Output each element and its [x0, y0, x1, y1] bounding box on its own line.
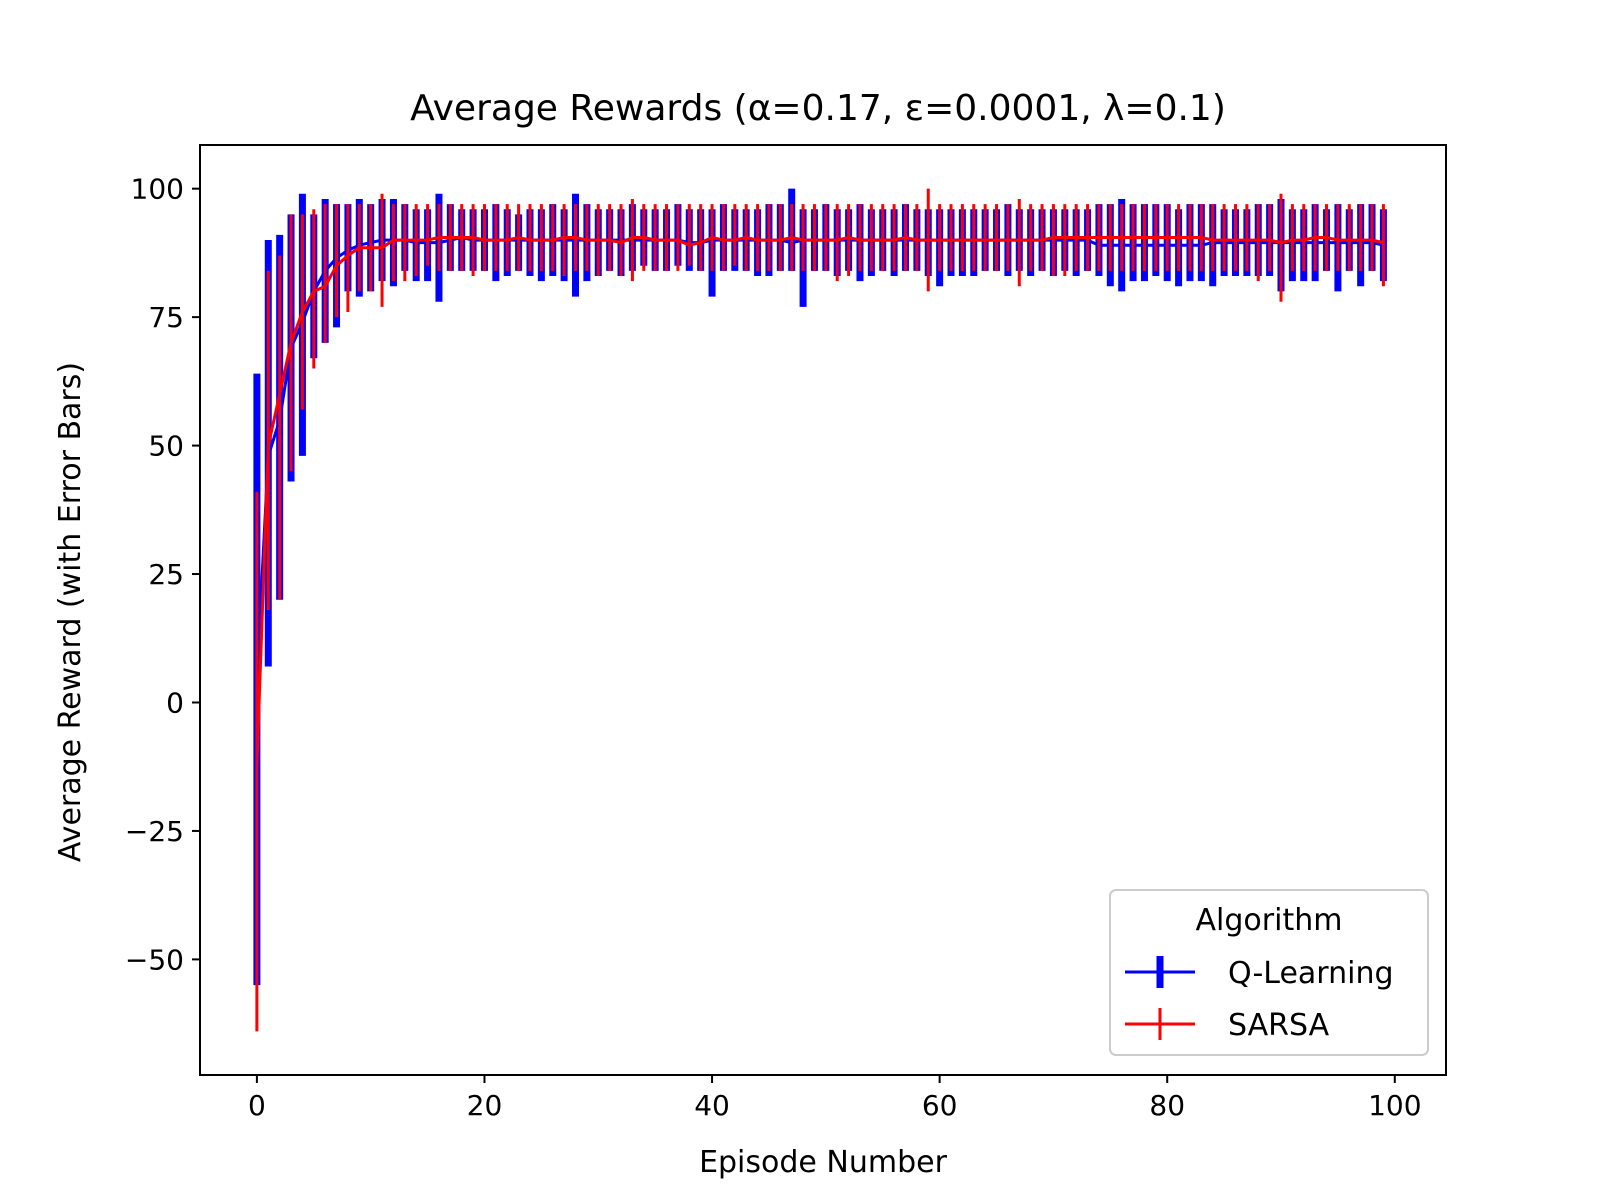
plot-area — [253, 188, 1387, 1032]
y-tick-label: −25 — [125, 815, 184, 848]
y-tick-label: 50 — [148, 430, 184, 463]
plot-frame — [199, 144, 1447, 1076]
y-tick-label: 25 — [148, 558, 184, 591]
y-axis-label: Average Reward (with Error Bars) — [53, 362, 88, 862]
x-axis-label: Episode Number — [699, 1145, 948, 1180]
y-tick-label: 0 — [166, 686, 184, 719]
y-axis: −50 −25 0 25 50 75 100 — [125, 173, 200, 976]
y-tick-label: −50 — [125, 943, 184, 976]
legend-label: SARSA — [1228, 1008, 1330, 1043]
series-line — [255, 236, 1384, 765]
legend-box — [1109, 889, 1429, 1056]
series-sarsa — [255, 188, 1385, 1032]
x-tick-label: 80 — [1149, 1089, 1185, 1122]
x-tick-label: 40 — [694, 1089, 730, 1122]
chart-title: Average Rewards (α=0.17, ε=0.0001, λ=0.1… — [410, 88, 1226, 129]
legend-title: Algorithm — [1196, 903, 1343, 938]
x-tick-label: 0 — [248, 1089, 266, 1122]
y-tick-label: 100 — [131, 173, 184, 206]
x-axis: 0 20 40 60 80 100 — [248, 1075, 1422, 1122]
legend: Algorithm Q-Learning SARSA — [1109, 889, 1429, 1056]
y-tick-label: 75 — [148, 301, 184, 334]
legend-label: Q-Learning — [1228, 956, 1394, 991]
x-tick-label: 100 — [1368, 1089, 1421, 1122]
legend-entries: Q-Learning SARSA — [1125, 956, 1394, 1043]
x-tick-label: 60 — [922, 1089, 958, 1122]
x-tick-label: 20 — [467, 1089, 503, 1122]
